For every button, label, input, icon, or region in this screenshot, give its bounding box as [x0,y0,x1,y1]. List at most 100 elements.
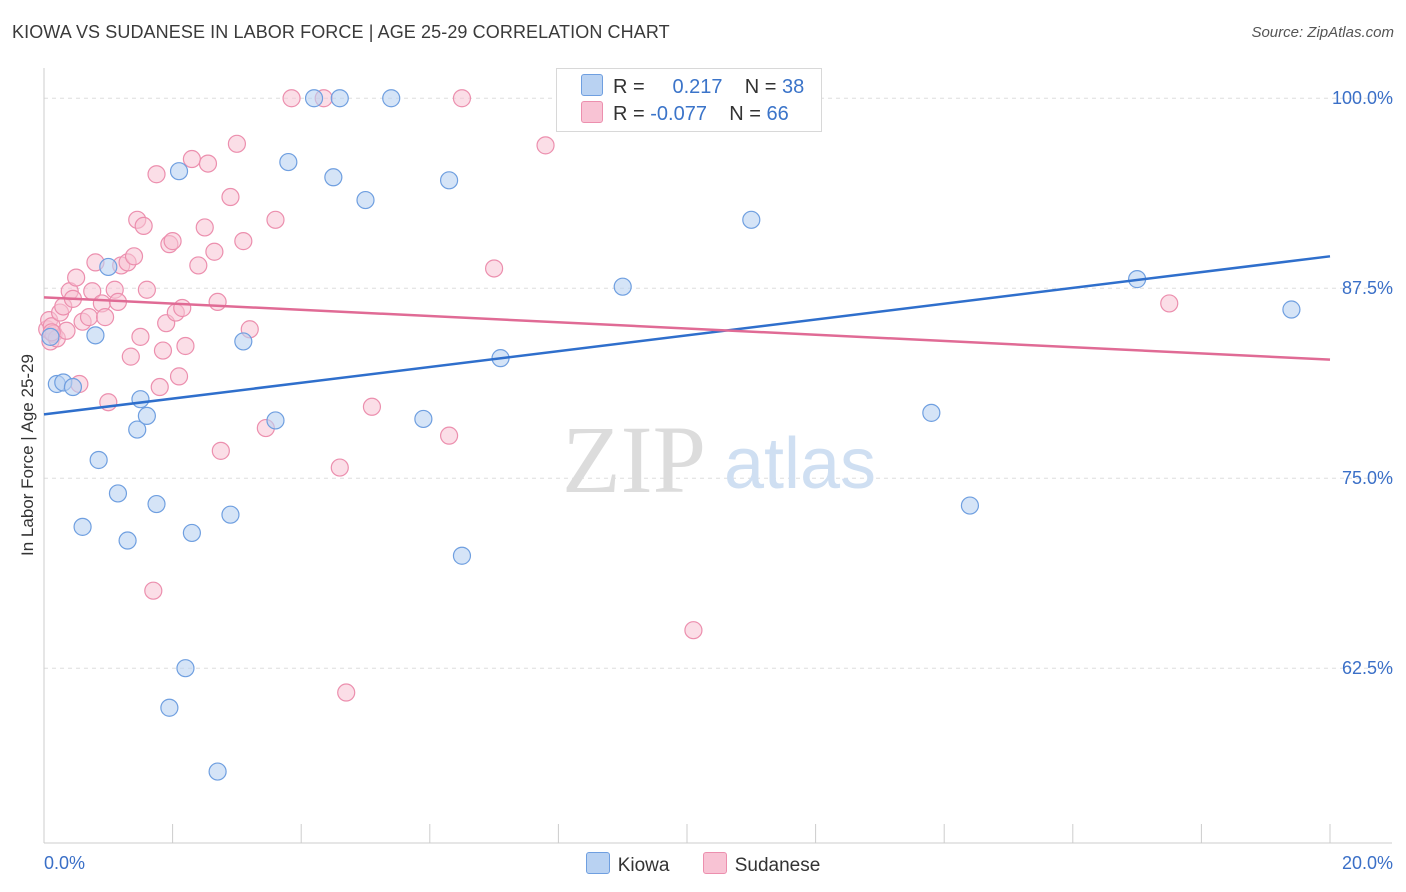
watermark-atlas: atlas [724,424,876,504]
kiowa-point [382,89,401,108]
kiowa-point [414,409,433,429]
tick-labels: 100.0% 87.5% 75.0% 62.5% 0.0% 20.0% [44,88,1393,873]
kiowa-point [169,162,189,181]
kiowa-point [356,190,375,210]
legend-kiowa-label: Kiowa [617,855,670,876]
kiowa-swatch [581,74,603,96]
x-tick-label: 0.0% [44,853,85,873]
sudanese-point [282,89,301,108]
kiowa-point [439,171,459,190]
kiowa-point [118,531,137,550]
kiowa-point [137,406,156,426]
sudanese-point [124,247,144,266]
sudanese-point [163,232,182,251]
kiowa-point [63,377,83,397]
sudanese-point [1160,294,1179,313]
sudanese-point [205,242,224,261]
watermark-zip: ZIP [562,406,706,513]
sudanese-point [95,308,115,327]
kiowa-point [131,390,150,409]
kiowa-r-label: R = [613,76,645,98]
kiowa-point [330,89,349,108]
kiowa-point [922,403,941,422]
sudanese-point [182,149,201,169]
sudanese-point [137,280,156,299]
y-tick-label: 62.5% [1342,658,1393,678]
sudanese-point [153,341,173,360]
kiowa-r-value: 0.217 [672,76,723,98]
sudanese-point [221,187,240,207]
sudanese-point [144,581,163,600]
sudanese-n-value: 66 [766,103,789,125]
kiowa-point [147,494,166,514]
stats-row-kiowa: R = 0.217 N = 38 [581,74,804,100]
sudanese-point [536,136,555,155]
sudanese-point [195,218,214,237]
sudanese-point [337,683,356,702]
kiowa-point [960,496,980,515]
legend-sudanese-label: Sudanese [734,855,821,876]
y-tick-label: 87.5% [1342,278,1393,298]
kiowa-point [182,523,201,543]
sudanese-point [121,347,140,366]
x-tick-label: 20.0% [1342,853,1393,873]
sudanese-r-label: R = [613,103,645,125]
stats-row-sudanese: R = -0.077 N = 66 [581,101,789,127]
kiowa-point [176,659,195,678]
kiowa-point [234,332,253,351]
stats-box: R = 0.217 N = 38 R = -0.077 N = 66 [556,68,822,132]
axes [43,68,1392,844]
kiowa-point [108,484,128,503]
sudanese-point [173,298,192,318]
kiowa-point [279,152,298,172]
kiowa-point [221,505,240,524]
legend-kiowa-swatch [585,852,610,874]
kiowa-point [73,517,92,536]
watermark: ZIP atlas [562,406,876,513]
kiowa-point [99,257,118,277]
kiowa-n-value: 38 [782,76,805,98]
sudanese-point [150,377,169,397]
legend-sudanese-swatch [702,852,727,874]
sudanese-point [211,441,230,460]
kiowa-trend-line [43,255,1331,416]
kiowa-point [1282,300,1301,319]
sudanese-point [134,216,153,236]
sudanese-point [684,621,703,640]
kiowa-point [266,411,285,430]
kiowa-point [86,326,105,345]
kiowa-point [89,450,108,470]
sudanese-trend-line [43,296,1331,361]
sudanese-point [147,165,166,184]
sudanese-point [362,397,382,416]
sudanese-point [452,89,472,108]
legend-item-kiowa: Kiowa [585,852,670,877]
legend: Kiowa Sudanese [0,852,1406,877]
y-tick-label: 75.0% [1342,468,1393,488]
sudanese-point [189,256,208,275]
kiowa-point [160,698,179,717]
sudanese-point [485,259,504,278]
sudanese-point [198,154,218,173]
kiowa-point [452,546,472,565]
sudanese-points [38,89,1179,702]
sudanese-point [169,367,189,386]
sudanese-point [67,268,86,287]
sudanese-point [439,426,459,445]
chart-title: KIOWA VS SUDANESE IN LABOR FORCE | AGE 2… [12,22,670,42]
kiowa-point [128,420,147,439]
source-credit: Source: ZipAtlas.com [1251,24,1394,41]
kiowa-point [742,210,761,229]
kiowa-point [324,168,343,187]
sudanese-point [234,232,253,251]
sudanese-point [208,292,227,312]
sudanese-point [131,327,150,346]
sudanese-r-value: -0.077 [650,103,707,125]
sudanese-point [176,336,195,356]
kiowa-point [304,89,324,108]
grid-lines [44,97,1392,669]
trend-lines [43,255,1331,416]
sudanese-point [227,134,246,153]
sudanese-point [266,210,285,229]
